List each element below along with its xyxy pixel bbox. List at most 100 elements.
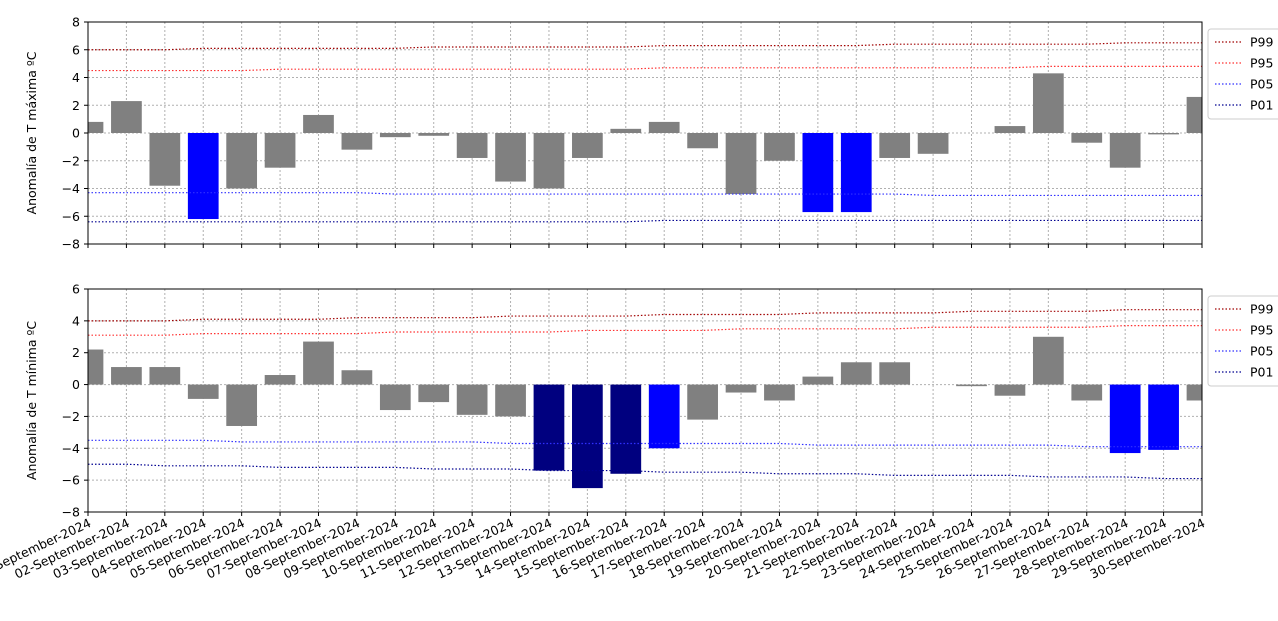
y-axis-label: Anomalía de T máxima ºC — [24, 51, 39, 214]
bar — [879, 133, 911, 158]
bar — [226, 384, 258, 426]
bar — [341, 370, 373, 385]
bar — [687, 384, 718, 420]
bar — [802, 133, 834, 213]
bar — [802, 376, 834, 385]
y-tick-label: 6 — [72, 42, 80, 57]
y-tick-label: −2 — [62, 153, 80, 168]
axes: −8 −6 −4 −2 0 2 4 6 8 Anomalía de T máxima ºC P99 P… — [24, 15, 1278, 252]
axes: −8−6−4−2024601-September-202402-Septembe… — [0, 282, 1278, 582]
legend-label: P05 — [1250, 344, 1273, 359]
y-axis-label: Anomalía de T mínima ºC — [24, 321, 39, 480]
y-tick-label: 0 — [72, 126, 80, 141]
bar — [648, 384, 680, 449]
threshold-line — [88, 42, 1202, 51]
bar — [187, 133, 219, 220]
bar — [418, 133, 450, 136]
bar — [1109, 384, 1141, 454]
axes-frame — [87, 288, 1203, 513]
bar — [495, 384, 526, 417]
bar — [1148, 133, 1179, 135]
bar — [725, 384, 757, 393]
bar — [111, 367, 142, 385]
threshold-line — [88, 439, 1202, 448]
threshold-line — [88, 309, 1202, 322]
legend-label: P95 — [1250, 323, 1273, 338]
bar — [379, 384, 411, 411]
bar — [1186, 96, 1202, 133]
plot-area — [88, 309, 1202, 489]
legend-label: P01 — [1250, 98, 1273, 113]
bar — [533, 384, 565, 471]
bar — [1186, 384, 1202, 401]
y-tick-label: −2 — [62, 409, 80, 424]
bar — [149, 367, 181, 385]
bar — [1071, 133, 1103, 143]
plot-area — [88, 42, 1202, 223]
y-tick-label: 4 — [72, 313, 80, 328]
bar — [1032, 73, 1064, 133]
legend-label: P01 — [1250, 365, 1273, 380]
bar — [1032, 336, 1064, 385]
y-tick-label: 8 — [72, 15, 80, 30]
bar — [495, 133, 526, 182]
threshold-line — [88, 65, 1202, 72]
bar — [533, 133, 565, 189]
y-tick-label: 2 — [72, 345, 80, 360]
legend-box — [1207, 295, 1278, 387]
bar — [840, 133, 872, 213]
bar — [994, 126, 1026, 133]
y-tick-label: 0 — [72, 377, 80, 392]
bar — [264, 133, 296, 168]
bar — [956, 384, 987, 387]
bar — [379, 133, 411, 138]
legend-label: P99 — [1250, 35, 1273, 50]
bar — [1148, 384, 1179, 450]
bar — [610, 384, 642, 474]
bar — [917, 133, 949, 154]
bar — [303, 114, 334, 133]
threshold-line — [88, 219, 1202, 223]
bar — [456, 384, 488, 415]
bar — [879, 362, 911, 385]
bar — [418, 384, 450, 403]
legend-label: P05 — [1250, 77, 1273, 92]
bar — [88, 121, 104, 133]
bar — [341, 133, 373, 150]
bar — [764, 133, 795, 161]
bar — [572, 384, 603, 489]
bar — [725, 133, 757, 195]
bar — [456, 133, 488, 158]
y-tick-label: 6 — [72, 282, 80, 297]
y-tick-label: −6 — [62, 473, 80, 488]
y-tick-label: −8 — [62, 505, 80, 520]
threshold-line — [88, 463, 1202, 480]
legend-box — [1207, 28, 1278, 120]
axes-frame — [87, 21, 1203, 245]
bar — [111, 101, 142, 133]
y-tick-label: −4 — [62, 441, 80, 456]
bar — [687, 133, 718, 149]
threshold-line — [88, 325, 1202, 336]
bar — [572, 133, 603, 158]
legend-label: P95 — [1250, 56, 1273, 71]
y-tick-label: −4 — [62, 181, 80, 196]
legend-label: P99 — [1250, 302, 1273, 317]
bar — [187, 384, 219, 399]
y-tick-label: −6 — [62, 209, 80, 224]
threshold-line — [88, 192, 1202, 197]
bar — [149, 133, 181, 186]
bar — [303, 341, 334, 385]
y-tick-label: 4 — [72, 70, 80, 85]
bar — [226, 133, 258, 189]
bar — [1109, 133, 1141, 168]
y-tick-label: 2 — [72, 98, 80, 113]
bar — [88, 349, 104, 385]
bar — [840, 362, 872, 385]
bar — [764, 384, 795, 401]
bar — [648, 121, 680, 133]
bar — [994, 384, 1026, 396]
bar — [1071, 384, 1103, 401]
